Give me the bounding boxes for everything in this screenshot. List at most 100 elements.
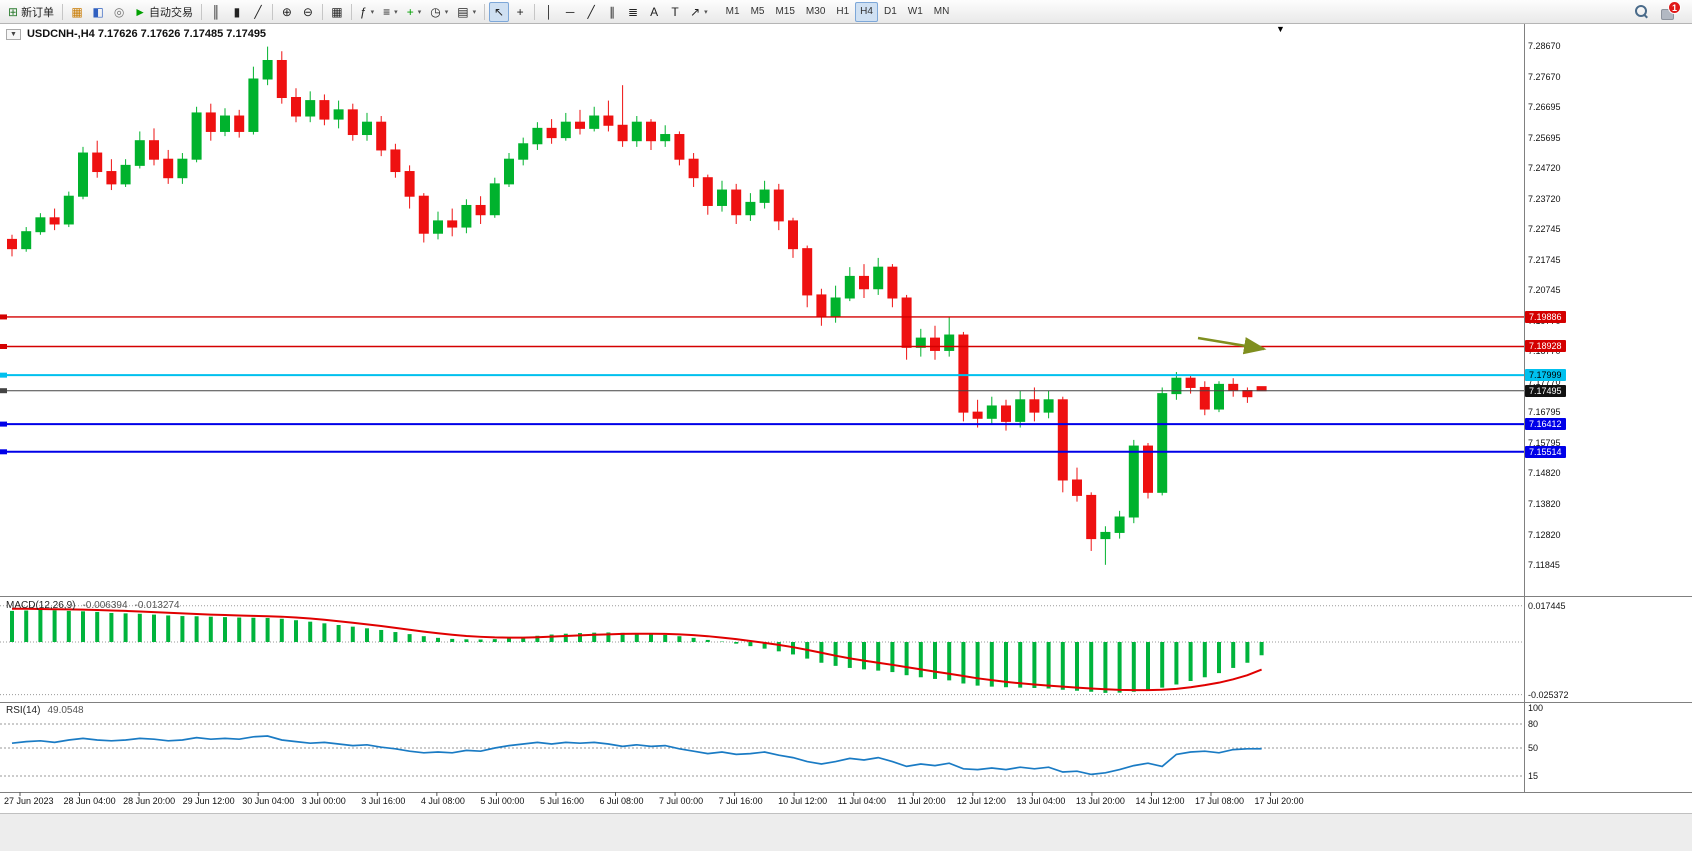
add-object-icon: +: [406, 4, 414, 19]
chart-menu-icon[interactable]: ▼: [6, 28, 21, 40]
time-axis-label: 6 Jul 08:00: [599, 796, 644, 806]
price-axis-label: 7.22745: [1528, 223, 1561, 234]
templates-dropdown-icon: ▾: [472, 8, 477, 16]
resistance-upper-price-tag: 7.19886: [1525, 310, 1566, 323]
macd-axis-label: -0.025372: [1528, 689, 1569, 700]
equidistant-channel-icon: ∥: [609, 4, 616, 19]
support-upper-price-tag: 7.16412: [1525, 418, 1566, 431]
time-axis-label: 27 Jun 2023: [4, 796, 54, 806]
crosshair-button[interactable]: +: [510, 2, 530, 22]
equidistant-channel-button[interactable]: ∥: [602, 2, 622, 22]
support-lower-price-tag: 7.15514: [1525, 445, 1566, 458]
toolbar-separator: [62, 3, 64, 20]
zoom-out-button[interactable]: ⊖: [298, 2, 318, 22]
timeframe-m5-button[interactable]: M5: [750, 6, 765, 17]
timeframe-buttons: M1 M5 M15 M30 H1 H4 D1 W1 MN: [721, 1, 955, 22]
chart-candles-button[interactable]: ▮: [227, 2, 247, 22]
chart-bars-icon: ║: [211, 4, 221, 19]
timeframe-h1-button[interactable]: H1: [836, 6, 850, 17]
market-watch-button[interactable]: ◎: [109, 2, 129, 22]
time-axis-label: 3 Jul 00:00: [301, 796, 346, 806]
periods-icon: ◷: [430, 4, 441, 19]
vertical-line-button[interactable]: │: [539, 2, 559, 22]
price-axis-label: 7.21745: [1528, 254, 1561, 265]
fibonacci-button[interactable]: ≣: [623, 2, 643, 22]
market-watch-icon: ◎: [113, 4, 125, 19]
time-axis-label: 14 Jul 12:00: [1135, 796, 1185, 806]
indicators-dropdown-icon: ▾: [370, 8, 375, 16]
arrows-dropdown-icon: ▾: [704, 8, 708, 16]
time-axis-label: 11 Jul 04:00: [837, 796, 887, 806]
timeframe-d1-button[interactable]: D1: [883, 6, 897, 17]
notifications-icon: [1661, 9, 1674, 20]
toolbar-separator: [200, 3, 202, 20]
horizontal-line-button[interactable]: ─: [560, 2, 580, 22]
templates-button[interactable]: ▤ ▾: [453, 2, 480, 22]
timeframe-w1-button[interactable]: W1: [907, 6, 923, 17]
new-order-icon: ⊞: [8, 4, 19, 19]
trendline-icon: ╱: [587, 4, 595, 19]
time-axis-label: 7 Jul 16:00: [718, 796, 763, 806]
price-chart-canvas[interactable]: [0, 24, 1692, 812]
objects-list-button[interactable]: ≡ ▾: [379, 2, 402, 22]
search-button[interactable]: [1631, 2, 1652, 22]
current-price-price-tag: 7.17495: [1525, 384, 1566, 397]
toolbar-separator: [321, 3, 323, 20]
rsi-axis-label: 100: [1528, 703, 1544, 713]
objects-list-icon: ≡: [383, 4, 391, 19]
macd-name: MACD(12,26,9): [6, 600, 76, 611]
cursor-button[interactable]: ↖: [489, 1, 510, 22]
chart-candles-icon: ▮: [233, 4, 241, 19]
time-axis-label: 13 Jul 20:00: [1075, 796, 1125, 806]
arrows-icon: ↗: [690, 4, 701, 19]
macd-value-main: -0.006394: [82, 600, 128, 611]
toolbar-right: 1: [1631, 1, 1688, 22]
time-axis-label: 17 Jul 08:00: [1195, 796, 1245, 806]
text-button[interactable]: A: [644, 2, 664, 22]
chart-line-icon: ╱: [254, 4, 262, 19]
macd-axis-label: 0.017445: [1528, 600, 1566, 611]
rsi-value: 49.0548: [47, 705, 84, 716]
chart-window-icon: ▦: [71, 4, 83, 19]
time-axis-label: 5 Jul 16:00: [539, 796, 584, 806]
chart-line-button[interactable]: ╱: [248, 2, 268, 22]
add-object-dropdown-icon: ▾: [417, 8, 422, 16]
autotrading-button[interactable]: ► 自动交易: [130, 2, 197, 22]
search-icon: [1635, 5, 1648, 18]
timeframe-m15-button[interactable]: M15: [775, 6, 795, 17]
timeframe-h4-button[interactable]: H4: [855, 1, 878, 22]
arrows-button[interactable]: ↗ ▾: [686, 2, 712, 22]
chart-window-button[interactable]: ▦: [67, 2, 87, 22]
fibonacci-icon: ≣: [628, 4, 639, 19]
timeframe-m30-button[interactable]: M30: [805, 6, 826, 17]
price-axis-label: 7.11845: [1528, 559, 1560, 570]
price-axis-label: 7.27670: [1528, 71, 1561, 82]
notifications-button[interactable]: 1: [1660, 1, 1681, 21]
crosshair-icon: +: [516, 4, 524, 19]
new-order-button[interactable]: ⊞ 新订单: [4, 2, 58, 22]
toolbar-separator: [534, 3, 536, 20]
rsi-axis-label: 15: [1528, 771, 1539, 781]
chart-bars-button[interactable]: ║: [206, 2, 226, 22]
time-axis-label: 12 Jul 12:00: [956, 796, 1006, 806]
price-axis-label: 7.24720: [1528, 162, 1561, 173]
profiles-button[interactable]: ◧: [88, 2, 108, 22]
time-axis-label: 29 Jun 12:00: [182, 796, 235, 806]
indicators-button[interactable]: ƒ ▾: [356, 2, 378, 22]
macd-indicator-label: MACD(12,26,9) -0.006394 -0.013274: [6, 600, 180, 611]
periods-button[interactable]: ◷ ▾: [426, 2, 452, 22]
trendline-button[interactable]: ╱: [581, 2, 601, 22]
time-axis-label: 17 Jul 20:00: [1254, 796, 1304, 806]
price-axis-label: 7.28670: [1528, 41, 1561, 51]
chart-shift-marker-icon[interactable]: ▼: [1276, 24, 1285, 34]
add-object-button[interactable]: + ▾: [403, 2, 426, 22]
chart-window[interactable]: ▼ USDCNH-,H4 7.17626 7.17626 7.17485 7.1…: [0, 24, 1692, 851]
timeframe-mn-button[interactable]: MN: [933, 6, 950, 17]
timeframe-m1-button[interactable]: M1: [725, 6, 740, 17]
zoom-in-button[interactable]: ⊕: [277, 2, 297, 22]
text-label-button[interactable]: T: [665, 2, 685, 22]
tile-windows-button[interactable]: ▦: [327, 2, 347, 22]
price-axis-label: 7.25695: [1528, 132, 1561, 143]
price-axis-label: 7.13820: [1528, 499, 1561, 510]
horizontal-line-icon: ─: [565, 4, 575, 19]
